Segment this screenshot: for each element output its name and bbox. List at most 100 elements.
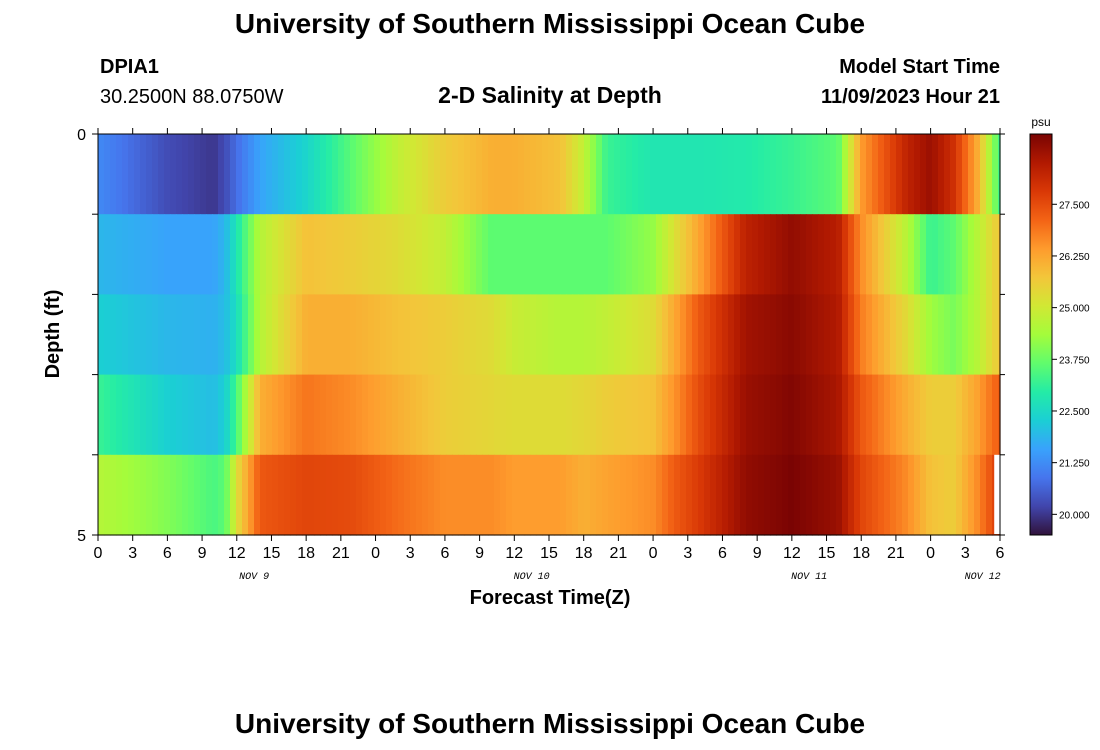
heatmap-cell [722,134,729,215]
heatmap-cell [764,454,771,536]
heatmap-cell [206,134,213,215]
x-tick-label: 18 [297,545,315,562]
heatmap-cell [356,294,363,376]
heatmap-cell [620,214,627,295]
station-id: DPIA1 [100,56,159,78]
heatmap-cell [470,134,477,215]
heatmap-cell [596,134,603,215]
heatmap-cell [932,214,939,295]
heatmap-cell [998,374,1001,456]
heatmap-cell [122,214,129,295]
heatmap-cell [770,134,777,215]
heatmap-cell [686,294,693,376]
x-tick-label: 15 [263,545,281,562]
heatmap-cell [212,294,219,376]
heatmap-cell [824,214,831,295]
heatmap-cell [962,374,969,456]
heatmap-cell [338,374,345,456]
heatmap-cell [668,134,675,215]
heatmap-cell [302,294,309,376]
heatmap-cell [872,454,879,536]
heatmap-cell [884,134,891,215]
heatmap-cell [338,134,345,215]
heatmap-cell [992,214,999,295]
heatmap-cell [176,374,183,456]
heatmap-cell [674,294,681,376]
heatmap-cell [716,134,723,215]
heatmap-cell [230,214,237,295]
heatmap-cell [608,374,615,456]
heatmap-cell [596,454,603,536]
heatmap-cell [110,294,117,376]
heatmap-cell [464,214,471,295]
heatmap-cell [506,374,513,456]
heatmap-cell [944,294,951,376]
heatmap-cell [548,214,555,295]
heatmap-cell [740,214,747,295]
heatmap-cell [698,454,705,536]
heatmap-cell [752,294,759,376]
heatmap-cell [830,134,837,215]
heatmap-cell [320,454,327,536]
heatmap-cell [644,294,651,376]
heatmap-cell [224,374,231,456]
heatmap-cell [920,214,927,295]
heatmap-cell [356,134,363,215]
heatmap-cell [428,374,435,456]
heatmap-cell [284,134,291,215]
heatmap-cell [218,294,225,376]
heatmap-cell [338,214,345,295]
heatmap-cell [752,374,759,456]
heatmap-cell [902,214,909,295]
heatmap-cell [806,374,813,456]
heatmap-cell [404,214,411,295]
heatmap-cell [224,454,231,536]
heatmap-cell [422,294,429,376]
heatmap-cell [824,134,831,215]
heatmap-cell [392,374,399,456]
heatmap-cell [284,294,291,376]
heatmap-cell [434,134,441,215]
heatmap-cell [104,134,111,215]
heatmap-cell [110,374,117,456]
heatmap-cell [440,134,447,215]
heatmap-cell [650,374,657,456]
heatmap-cell [722,214,729,295]
heatmap-cell [128,134,135,215]
heatmap-cell [374,294,381,376]
heatmap-cell [452,134,459,215]
heatmap-cell [494,454,501,536]
heatmap-cell [134,214,141,295]
colorbar-tick-label: 25.000 [1059,304,1090,315]
heatmap-cell [404,374,411,456]
heatmap-cell [320,294,327,376]
heatmap-cell [440,294,447,376]
heatmap-cell [374,454,381,536]
heatmap-cell [590,134,597,215]
heatmap-cell [146,134,153,215]
heatmap-cell [278,214,285,295]
heatmap-cell [902,374,909,456]
heatmap-cell [812,214,819,295]
heatmap-cell [506,454,513,536]
heatmap-cell [584,214,591,295]
heatmap-cell [488,134,495,215]
heatmap-cell [644,214,651,295]
heatmap-cell [980,214,987,295]
heatmap-cell [704,214,711,295]
heatmap-cell [794,214,801,295]
heatmap-cell [122,294,129,376]
heatmap-cell [482,134,489,215]
heatmap-cell [482,454,489,536]
heatmap-cell [344,454,351,536]
heatmap-cell [950,454,957,536]
day-label: NOV 9 [239,572,269,583]
heatmap-cell [452,454,459,536]
heatmap-cell [710,374,717,456]
heatmap-cell [320,374,327,456]
heatmap-cell [872,374,879,456]
page-title: University of Southern Mississippi Ocean… [234,8,866,39]
y-tick-label: 5 [77,528,86,545]
heatmap-cell [896,454,903,536]
chart-axes: 0 3 6 9 12 15 18 21 0 3 6 9 12 15 18 21 0 3 6 9 12 15 18 21 0 3 6 N… [77,127,1005,583]
